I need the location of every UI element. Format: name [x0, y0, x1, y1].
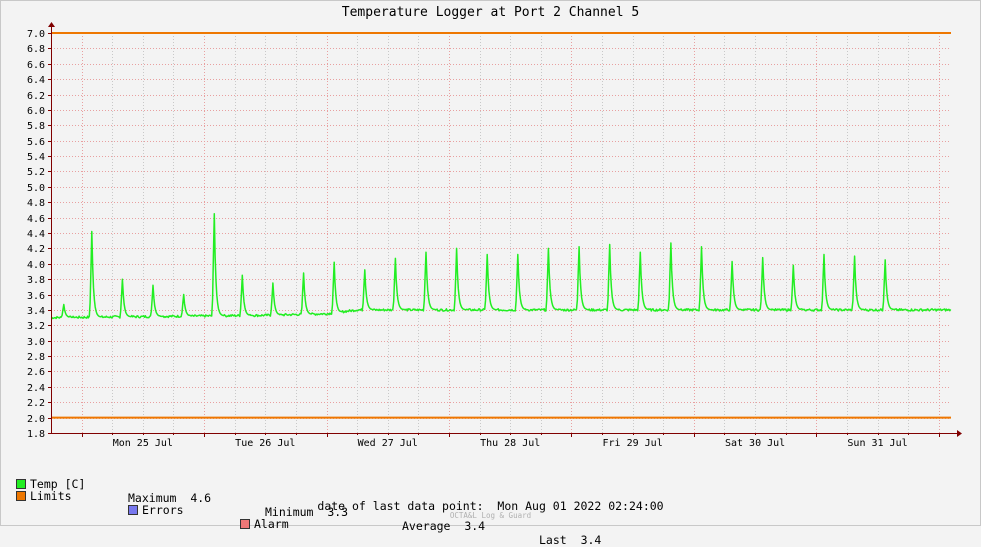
average-label: Average	[402, 519, 451, 533]
y-tick-label: 3.2	[27, 321, 45, 332]
x-axis-labels: Mon 25 Jul Tue 26 Jul Wed 27 Jul Thu 28 Jul…	[113, 438, 908, 449]
brand-watermark: OCTA&L Log & Guard	[449, 511, 532, 520]
legend-errors: Errors	[128, 503, 184, 517]
y-tick-label: 6.0	[27, 106, 45, 117]
legend-limits-label: Limits	[30, 489, 72, 503]
legend-last: Last 3.4	[539, 533, 601, 547]
legend-minimum: Minimum 3.3	[265, 505, 348, 519]
last-point-value: Mon Aug 01 2022 02:24:00	[497, 499, 664, 513]
x-axis-arrow	[957, 430, 962, 437]
last-value: 3.4	[580, 533, 602, 547]
y-tick-label: 1.8	[27, 429, 45, 440]
legend-errors-swatch	[128, 505, 138, 515]
y-tick-label: 2.4	[27, 383, 45, 394]
y-axis-labels: 1.8 2.0 2.2 2.4 2.6 2.8 3.0 3.2 3.4 3.6 3.8 4.0 4.2 4…	[27, 29, 45, 440]
y-tick-label: 6.4	[27, 75, 45, 86]
y-tick-label: 3.4	[27, 306, 45, 317]
y-tick-label: 2.8	[27, 352, 45, 363]
y-tick-label: 4.4	[27, 229, 45, 240]
x-tick-label: Tue 26 Jul	[235, 438, 295, 449]
x-tick-label: Thu 28 Jul	[480, 438, 540, 449]
legend-limits: Limits	[16, 489, 72, 503]
x-tick-label: Fri 29 Jul	[603, 438, 663, 449]
legend-alarm-swatch	[240, 519, 250, 529]
y-tick-label: 4.8	[27, 198, 45, 209]
chart-title: Temperature Logger at Port 2 Channel 5	[341, 5, 640, 20]
y-tick-label: 2.6	[27, 367, 45, 378]
last-point-label: date of last data point:	[317, 499, 484, 513]
y-tick-label: 6.6	[27, 60, 45, 71]
y-tick-label: 5.8	[27, 121, 45, 132]
minimum-label: Minimum	[265, 505, 314, 519]
plot-area: 1.8 2.0 2.2 2.4 2.6 2.8 3.0 3.2 3.4 3.6 3.8 4.0 4.2 4…	[27, 22, 962, 449]
last-label: Last	[539, 533, 567, 547]
y-tick-label: 3.8	[27, 275, 45, 286]
maximum-value: 4.6	[190, 491, 212, 505]
x-tick-label: Sat 30 Jul	[725, 438, 785, 449]
y-tick-label: 5.0	[27, 183, 45, 194]
limit-lines	[51, 32, 951, 419]
x-tick-label: Wed 27 Jul	[358, 438, 418, 449]
minimum-value: 3.3	[327, 505, 349, 519]
x-tick-label: Mon 25 Jul	[113, 438, 173, 449]
legend-temp-swatch	[16, 479, 26, 489]
series-group	[50, 213, 952, 320]
y-tick-label: 3.0	[27, 337, 45, 348]
grid-lines	[51, 33, 951, 434]
axes	[48, 22, 962, 437]
y-axis-arrow	[48, 22, 55, 27]
legend-errors-label: Errors	[142, 503, 184, 517]
chart-frame	[0, 0, 981, 526]
x-tick-label: Sun 31 Jul	[847, 438, 907, 449]
y-tick-label: 4.0	[27, 260, 45, 271]
y-tick-label: 5.6	[27, 137, 45, 148]
y-tick-label: 4.6	[27, 214, 45, 225]
y-tick-label: 2.2	[27, 398, 45, 409]
y-tick-label: 7.0	[27, 29, 45, 40]
legend-maximum: Maximum 4.6	[128, 491, 211, 505]
last-data-point: date of last data point: Mon Aug 01 2022…	[0, 499, 981, 513]
maximum-label: Maximum	[128, 491, 177, 505]
y-tick-label: 3.6	[27, 291, 45, 302]
y-tick-label: 6.8	[27, 44, 45, 55]
legend-temp-label: Temp [C]	[30, 477, 86, 491]
y-tick-label: 5.2	[27, 167, 45, 178]
legend-average: Average 3.4	[402, 519, 485, 533]
y-tick-label: 6.2	[27, 91, 45, 102]
average-value: 3.4	[464, 519, 486, 533]
y-tick-label: 4.2	[27, 244, 45, 255]
series-line-temp	[50, 213, 952, 320]
legend-limits-swatch	[16, 491, 26, 501]
legend-temp: Temp [C]	[16, 477, 85, 491]
y-tick-label: 2.0	[27, 414, 45, 425]
y-tick-label: 5.4	[27, 152, 45, 163]
